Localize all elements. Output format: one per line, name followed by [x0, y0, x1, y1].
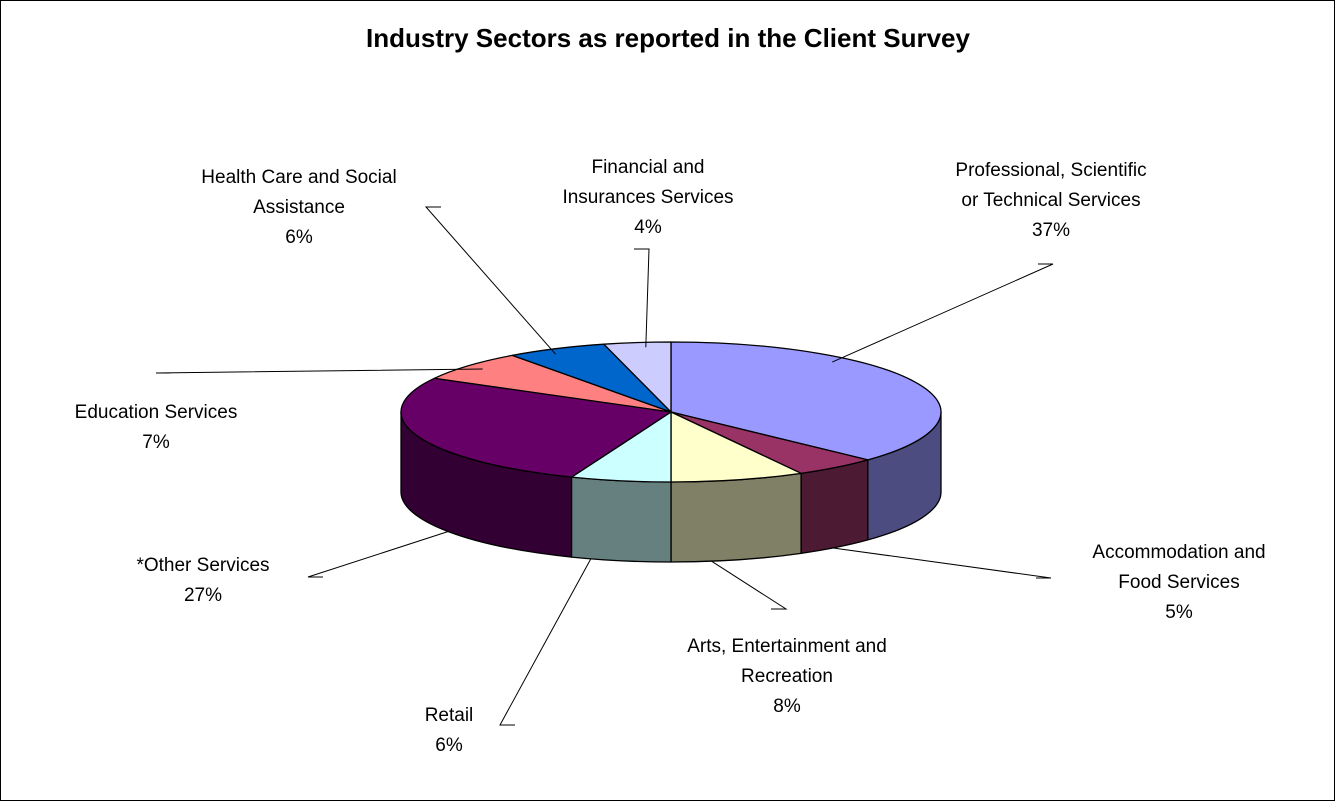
data-label-name-accommodation-and-food-services: Accommodation and: [1092, 542, 1265, 563]
leader-line-other-services: [307, 531, 449, 578]
data-label-value-health-care-and-social-assistance: 6%: [285, 227, 313, 248]
data-label-name-education-services: Education Services: [75, 402, 238, 423]
data-label-name-accommodation-and-food-services: Food Services: [1118, 572, 1239, 593]
data-label-value-other-services: 27%: [184, 585, 222, 606]
data-label-name-professional-scientific-or-technical-services: or Technical Services: [961, 190, 1140, 211]
data-label-name-health-care-and-social-assistance: Assistance: [253, 197, 345, 218]
data-label-name-arts-entertainment-and-recreation: Recreation: [741, 666, 833, 687]
data-label-value-arts-entertainment-and-recreation: 8%: [773, 696, 801, 717]
pie-slice-education-services: [433, 354, 672, 413]
leader-lines: [155, 206, 1054, 726]
leader-line-professional-scientific-or-technical-services: [832, 263, 1054, 363]
pie-top-faces: [400, 341, 942, 483]
data-label-name-retail: Retail: [425, 705, 474, 726]
leader-line-arts-entertainment-and-recreation: [711, 560, 788, 610]
data-label-name-financial-and-insurances-services: Insurances Services: [562, 187, 733, 208]
pie-side-arts-entertainment-and-recreation: [670, 472, 802, 563]
data-label-value-financial-and-insurances-services: 4%: [634, 217, 662, 238]
data-label-name-financial-and-insurances-services: Financial and: [591, 157, 704, 178]
leader-line-accommodation-and-food-services: [833, 547, 1052, 579]
pie-slice-arts-entertainment-and-recreation: [670, 411, 802, 483]
pie-slice-professional-scientific-or-technical-services: [670, 341, 942, 461]
data-label-value-education-services: 7%: [142, 432, 170, 453]
data-labels: Professional, Scientific or Technical Ser…: [75, 157, 1266, 756]
data-label-name-arts-entertainment-and-recreation: Arts, Entertainment and: [687, 636, 887, 657]
data-label-name-other-services: *Other Services: [136, 555, 269, 576]
data-label-name-health-care-and-social-assistance: Health Care and Social: [201, 167, 396, 188]
pie-side-retail: [570, 476, 672, 563]
data-label-name-professional-scientific-or-technical-services: Professional, Scientific: [955, 160, 1146, 181]
leader-line-health-care-and-social-assistance: [424, 206, 556, 355]
pie-side-accommodation-and-food-services: [800, 459, 869, 554]
data-label-value-professional-scientific-or-technical-services: 37%: [1032, 220, 1070, 241]
data-label-value-retail: 6%: [435, 735, 463, 756]
data-label-value-accommodation-and-food-services: 5%: [1165, 602, 1193, 623]
leader-line-financial-and-insurances-services: [634, 248, 650, 348]
pie-side-faces: [400, 411, 942, 563]
leader-line-retail: [499, 558, 592, 726]
leader-line-education-services: [155, 368, 483, 374]
pie-slice-financial-and-insurances-services: [603, 341, 672, 413]
chart-title: Industry Sectors as reported in the Clie…: [366, 23, 970, 53]
